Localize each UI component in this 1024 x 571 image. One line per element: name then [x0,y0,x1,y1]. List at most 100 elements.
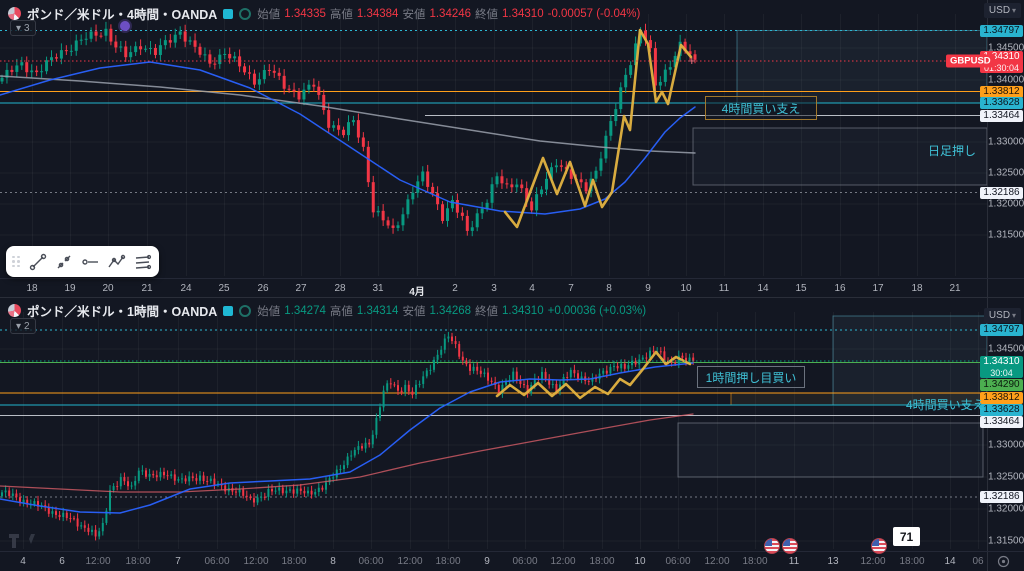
price-axis-label-1.34290: 1.34290 [980,379,1023,391]
pane-divider[interactable] [0,297,1024,298]
time-axis-tick: 27 [295,283,307,294]
price-axis-label-1.34797: 1.34797 [980,24,1023,37]
price-axis-tick-1.33000: 1.33000 [988,136,1024,148]
time-axis-tick: 3 [491,283,497,294]
currency-selector-1h[interactable]: USD ▾ [984,308,1021,323]
indicator-count-4h: 3 [24,22,30,34]
time-axis-tick: 18:00 [899,556,925,567]
price-axis-label-1.32186: 1.32186 [980,186,1023,199]
time-axis-tick: 21 [949,283,961,294]
market-status-icon [239,7,252,20]
time-axis-tick: 10 [634,556,646,567]
close-label: 終値 [475,8,499,21]
currency-selector-4h[interactable]: USD ▾ [984,3,1021,18]
us-flag-event-icon[interactable] [764,538,780,554]
us-flag-event-icon[interactable] [782,538,798,554]
time-axis-tick: 12:00 [243,556,269,567]
price-axis-tick-1.34500: 1.34500 [988,343,1024,355]
price-axis-tick-1.31500: 1.31500 [988,229,1024,241]
price-axis-label-1.33628: 1.33628 [980,404,1023,416]
currency-label-4h: USD [988,5,1011,16]
high-label: 高値 [329,305,353,318]
annotation-日足押し[interactable]: 日足押し [928,144,977,158]
time-axis-tick: 6 [59,556,65,567]
annotation-1時間押し目買い[interactable]: 1時間押し目買い [697,366,805,388]
indicator-icon[interactable] [120,21,130,31]
change-value: +0.00036 (+0.03%) [547,304,647,317]
market-status-icon [239,304,252,317]
time-axis-tick: 4 [529,283,535,294]
legend-4h: ポンド／米ドル・4時間・OANDA 始値 1.34335 高値 1.34384 … [8,4,640,23]
chart-title-4h[interactable]: ポンド／米ドル・4時間・OANDA [27,8,218,22]
time-axis-tick: 9 [645,283,651,294]
price-axis-label-1.34310: 1.34310 30:04 [980,356,1023,378]
toolbar-drag-handle[interactable] [12,255,20,268]
low-value: 1.34246 [429,7,472,20]
open-label: 始値 [257,305,281,318]
close-label: 終値 [475,305,499,318]
time-axis-tick: 12:00 [397,556,423,567]
price-axis-label-1.32186: 1.32186 [980,491,1023,503]
time-axis-tick: 11 [718,283,730,294]
annotation-4時間買い支え[interactable]: 4時間買い支え [705,96,817,120]
overlay-number-badge[interactable]: 71 [893,527,920,546]
time-axis-tick: 16 [834,283,846,294]
flag-marker-icon[interactable] [223,8,234,19]
time-axis-tick: 10 [680,283,692,294]
symbol-tag: GBPUSD [946,54,995,68]
path-tool-button[interactable] [103,249,128,274]
indicators-collapse-button-1h[interactable]: ▾ 2 [10,318,36,334]
go-to-realtime-button[interactable] [988,553,1018,569]
indicators-collapse-button-4h[interactable]: ▾ 3 [10,20,36,36]
time-axis-tick: 06 [972,556,984,567]
time-axis-tick: 06:00 [204,556,230,567]
info-line-tool-button[interactable] [51,249,76,274]
time-axis-tick: 7 [568,283,574,294]
time-axis-tick: 18:00 [125,556,151,567]
parallel-channel-tool-button[interactable] [129,249,154,274]
ohlc-row-4h: 始値 1.34335 高値 1.34384 安値 1.34246 終値 1.34… [257,6,640,22]
time-axis-tick: 06:00 [358,556,384,567]
price-axis-tick-1.33000: 1.33000 [988,439,1024,451]
close-value: 1.34310 [502,304,544,317]
open-value: 1.34274 [284,304,326,317]
chart-layer-1h [0,312,988,549]
chart-title-1h[interactable]: ポンド／米ドル・1時間・OANDA [27,305,218,319]
horizontal-line-tool-button[interactable] [77,249,102,274]
time-axis-tick: 4月 [409,287,425,298]
time-axis-tick: 19 [64,283,76,294]
time-axis-tick: 4 [20,556,26,567]
chart-layer-4h [0,14,988,276]
price-axis-tick-1.32500: 1.32500 [988,167,1024,179]
time-axis-tick: 18:00 [435,556,461,567]
time-axis-tick: 8 [330,556,336,567]
flag-marker-icon[interactable] [223,305,234,316]
chevron-down-icon: ▾ [1012,311,1017,320]
time-axis-tick: 12:00 [704,556,730,567]
price-axis-label-1.33812: 1.33812 [980,392,1023,404]
currency-label-1h: USD [988,310,1011,321]
price-axis-label-1.33812: 1.33812 [980,85,1023,98]
us-flag-event-icon[interactable] [871,538,887,554]
price-axis-label-1.34797: 1.34797 [980,324,1023,336]
tradingview-logo-icon[interactable] [8,532,38,555]
price-axis-label-1.33464: 1.33464 [980,416,1023,428]
low-label: 安値 [402,8,426,21]
trend-line-tool-button[interactable] [25,249,50,274]
time-axis-tick: 20 [102,283,114,294]
low-label: 安値 [402,305,426,318]
drawing-toolbar [6,246,159,277]
time-axis-tick: 18 [26,283,38,294]
time-axis-tick: 7 [175,556,181,567]
open-value: 1.34335 [284,7,326,20]
chevron-down-icon: ▾ [1012,6,1017,15]
price-axis-tick-1.32500: 1.32500 [988,471,1024,483]
time-axis-tick: 9 [484,556,490,567]
annotation-4時間買い支え[interactable]: 4時間買い支え [906,398,985,412]
time-axis-tick: 18:00 [742,556,768,567]
time-axis-tick: 12:00 [860,556,886,567]
price-axis-tick-1.34500: 1.34500 [988,42,1024,54]
ohlc-row-1h: 始値 1.34274 高値 1.34314 安値 1.34268 終値 1.34… [257,303,646,319]
